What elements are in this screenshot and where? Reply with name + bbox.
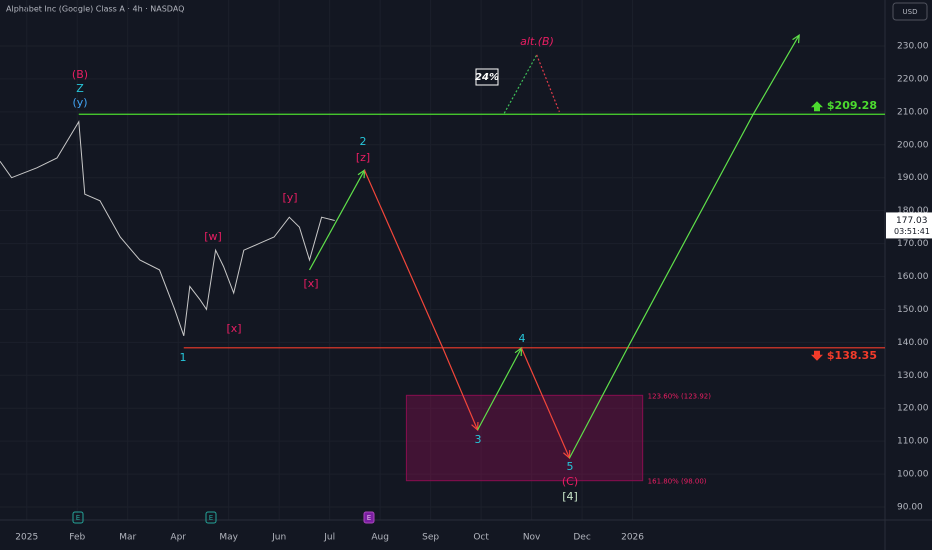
currency-box[interactable]: [892, 2, 928, 21]
y-tick-label: 170.00: [897, 239, 929, 249]
earnings-icon[interactable]: [363, 511, 375, 524]
x-tick-label: Mar: [119, 533, 136, 543]
probability-box: [475, 68, 499, 86]
level-label: $209.28: [827, 99, 877, 112]
y-tick-label: 110.00: [897, 437, 929, 447]
wave-label: [w]: [204, 230, 222, 243]
y-tick-label: 130.00: [897, 371, 929, 381]
projection-path: [477, 347, 523, 431]
arrow-head: [514, 346, 523, 356]
y-tick-label: 220.00: [897, 74, 929, 84]
price-tag-countdown: 03:51:41: [894, 227, 930, 236]
arrow-head: [792, 33, 800, 44]
earnings-icon[interactable]: [72, 511, 84, 524]
x-tick-label: 2025: [15, 533, 38, 543]
wave-label: [y]: [282, 191, 297, 204]
y-tick-label: 210.00: [897, 107, 929, 117]
wave-label: 2: [360, 135, 367, 148]
earnings: E E E: [72, 511, 375, 524]
wave-label: [4]: [562, 490, 578, 503]
projection-path: [520, 347, 571, 459]
wave-label: 1: [180, 351, 187, 364]
y-tick-label: 200.00: [897, 140, 929, 150]
wave-label: Z: [76, 82, 84, 95]
x-tick-label: Nov: [523, 533, 541, 543]
y-tick-label: 90.00: [897, 503, 923, 513]
wave-label: [x]: [303, 277, 318, 290]
y-tick-label: 150.00: [897, 305, 929, 315]
x-tick-label: Apr: [170, 533, 186, 543]
earnings-label[interactable]: E: [76, 514, 80, 522]
wave-label: (y): [72, 96, 87, 109]
wave-label: [z]: [356, 151, 370, 164]
projection-path: [363, 169, 479, 431]
level-arrow: [811, 350, 823, 361]
level-label: $138.35: [827, 349, 877, 362]
earnings-label[interactable]: E: [209, 514, 213, 522]
x-tick-label: Oct: [473, 533, 489, 543]
zone-label: 161.80% (98.00): [648, 478, 707, 486]
chart-title: Alphabet Inc (Google) Class A · 4h · NAS…: [6, 5, 184, 14]
earnings-label[interactable]: E: [367, 514, 371, 522]
arrow-head: [357, 168, 366, 179]
x-tick-label: Sep: [422, 533, 439, 543]
earnings-icon[interactable]: [205, 511, 217, 524]
x-tick-label: Jul: [323, 533, 335, 543]
level-arrow: [811, 101, 823, 112]
wave-label: 5: [567, 460, 574, 473]
x-tick-label: Dec: [573, 533, 590, 543]
y-tick-label: 140.00: [897, 338, 929, 348]
wave-label: (C): [562, 475, 578, 488]
wave-label: alt.(B): [520, 35, 554, 48]
projection-path: [308, 169, 366, 271]
alternate-path: [503, 54, 538, 114]
x-tick-label: Jun: [271, 533, 286, 543]
wave-label: 4: [519, 332, 526, 345]
y-tick-label: 100.00: [897, 470, 929, 480]
y-tick-label: 180.00: [897, 206, 929, 216]
y-tick-label: 190.00: [897, 173, 929, 183]
target-zone: [405, 394, 644, 482]
zone-label: 123.60% (123.92): [648, 392, 712, 400]
price-line: [0, 120, 335, 336]
x-tick-label: May: [219, 533, 238, 543]
y-tick-label: 120.00: [897, 404, 929, 414]
y-tick-label: 230.00: [897, 42, 929, 52]
currency[interactable]: USD: [903, 8, 918, 16]
projection-path: [568, 34, 800, 459]
probability: 24%: [475, 72, 499, 83]
wave-label: [x]: [226, 322, 241, 335]
x-tick-label: 2026: [621, 533, 644, 543]
price-tag-value: 177.03: [896, 216, 928, 226]
x-tick-label: Aug: [371, 533, 389, 543]
y-tick-label: 160.00: [897, 272, 929, 282]
x-tick-label: Feb: [69, 533, 85, 543]
wave-label: (B): [72, 68, 88, 81]
wave-label: 3: [475, 433, 482, 446]
price-tag: [886, 212, 932, 239]
